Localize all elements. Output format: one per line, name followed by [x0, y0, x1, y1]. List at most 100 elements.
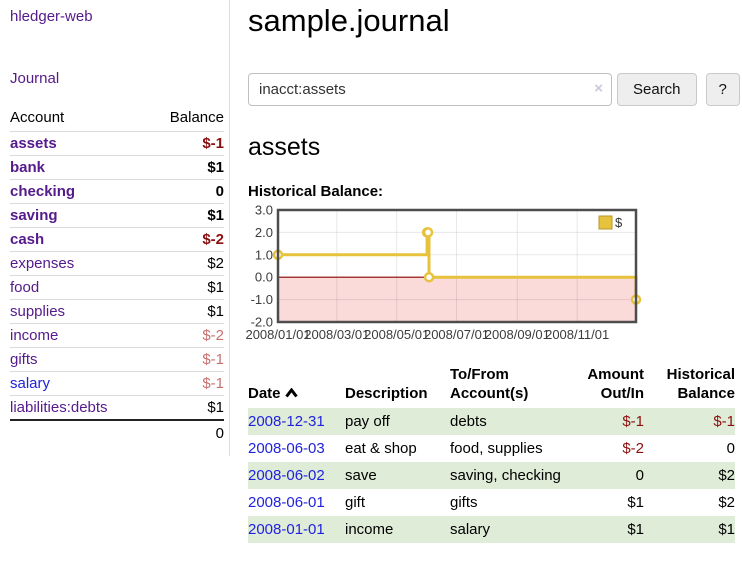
- help-button[interactable]: ?: [705, 73, 740, 106]
- clear-search-icon[interactable]: ×: [594, 80, 603, 97]
- transaction-accounts: saving, checking: [450, 467, 561, 484]
- account-row: liabilities:debts $1: [10, 395, 224, 420]
- account-link-saving[interactable]: saving: [10, 207, 58, 224]
- negative-region: [278, 277, 636, 322]
- data-point-marker: [423, 271, 435, 283]
- column-header-amount[interactable]: Amount Out/In: [587, 366, 644, 402]
- account-link-bank[interactable]: bank: [10, 159, 46, 176]
- transaction-accounts: food, supplies: [450, 440, 543, 457]
- account-row: food $1: [10, 275, 224, 300]
- account-row: bank $1: [10, 155, 224, 180]
- account-balance: $1: [147, 299, 224, 324]
- account-link-income[interactable]: income: [10, 327, 59, 344]
- main-content: sample.journal × Search ? assets Histori…: [230, 0, 740, 543]
- journal-link[interactable]: Journal: [10, 70, 60, 87]
- plot-border: [276, 208, 638, 324]
- register-table: Date Description To/From Account(s) Amou…: [248, 363, 735, 543]
- x-tick-label: 2008/11/01: [545, 327, 609, 342]
- data-point-marker: [422, 227, 434, 238]
- transaction-date-link[interactable]: 2008-06-02: [248, 467, 325, 484]
- transaction-description: pay off: [345, 413, 390, 430]
- account-row: salary $-1: [10, 371, 224, 396]
- account-link-cash[interactable]: cash: [10, 231, 45, 248]
- search-button[interactable]: Search: [617, 73, 697, 106]
- transaction-date-link[interactable]: 2008-01-01: [248, 521, 325, 538]
- transaction-description: eat & shop: [345, 440, 417, 457]
- account-balance: $-2: [147, 323, 224, 348]
- transaction-amount: $1: [627, 494, 644, 511]
- transaction-balance: $2: [718, 467, 735, 484]
- transaction-date-link[interactable]: 2008-12-31: [248, 413, 325, 430]
- transaction-accounts: debts: [450, 413, 487, 430]
- transaction-accounts: gifts: [450, 494, 478, 511]
- account-row: gifts $-1: [10, 347, 224, 372]
- account-link-gifts[interactable]: gifts: [10, 351, 38, 368]
- x-tick-label: 2008/03/01: [304, 327, 369, 342]
- account-balance: $1: [147, 155, 224, 180]
- app-title-link[interactable]: hledger-web: [10, 8, 93, 25]
- account-balance: $1: [147, 395, 224, 420]
- column-header-balance[interactable]: Historical Balance: [666, 366, 735, 402]
- account-link-supplies[interactable]: supplies: [10, 303, 66, 320]
- page-title: sample.journal: [248, 3, 450, 38]
- transaction-row: 2008-06-03 eat & shop food, supplies $-2 0: [248, 435, 735, 462]
- transaction-row: 2008-12-31 pay off debts $-1 $-1: [248, 408, 735, 435]
- account-row: expenses $2: [10, 251, 224, 276]
- account-balance: $-1: [147, 131, 224, 156]
- column-header-description[interactable]: Description: [345, 385, 428, 402]
- search-form: × Search ?: [248, 73, 740, 106]
- x-tick-label: 2008/01/01: [245, 327, 310, 342]
- account-heading: assets: [248, 133, 321, 161]
- historical-balance-chart[interactable]: $3.0 2.0 1.0 0.0 -1.0 -2.0 2008/01/01 2008/03/0…: [245, 203, 740, 346]
- register-header-row: Date Description To/From Account(s) Amou…: [248, 363, 735, 408]
- chart-canvas[interactable]: $3.0 2.0 1.0 0.0 -1.0 -2.02008/01/012008/03/0…: [245, 203, 648, 346]
- account-balance: $-1: [147, 347, 224, 372]
- account-link-liabilities-debts[interactable]: liabilities:debts: [10, 399, 108, 416]
- transaction-amount: $1: [627, 521, 644, 538]
- sort-ascending-icon: [284, 384, 298, 403]
- y-tick-label: -1.0: [251, 292, 273, 307]
- total-balance: 0: [147, 419, 224, 446]
- app-title: hledger-web: [10, 8, 224, 26]
- account-balance: $1: [147, 275, 224, 300]
- transaction-balance: $2: [718, 494, 735, 511]
- account-row: income $-2: [10, 323, 224, 348]
- y-tick-label: 3.0: [255, 203, 273, 218]
- transaction-description: income: [345, 521, 394, 538]
- account-link-food[interactable]: food: [10, 279, 40, 296]
- y-tick-label: 1.0: [255, 247, 273, 262]
- sidebar: hledger-web Journal Account Balance asse…: [0, 0, 230, 456]
- account-link-checking[interactable]: checking: [10, 183, 76, 200]
- transaction-accounts: salary: [450, 521, 491, 538]
- account-balance: $2: [147, 251, 224, 276]
- account-balance: 0: [147, 179, 224, 204]
- chart-label: Historical Balance:: [248, 183, 384, 200]
- transaction-date-link[interactable]: 2008-06-03: [248, 440, 325, 457]
- transaction-description: gift: [345, 494, 366, 511]
- accounts-table: Account Balance assets $-1 bank $1 checking 0…: [10, 105, 224, 446]
- transaction-row: 2008-01-01 income salary $1 $1: [248, 516, 735, 543]
- account-row: checking 0: [10, 179, 224, 204]
- account-balance: $-2: [147, 227, 224, 252]
- account-link-assets[interactable]: assets: [10, 135, 57, 152]
- transaction-row: 2008-06-01 gift gifts $1 $2: [248, 489, 735, 516]
- legend-label: $: [615, 215, 623, 230]
- y-tick-label: -2.0: [251, 315, 273, 330]
- transaction-amount: $-2: [622, 440, 644, 457]
- transaction-balance: $1: [718, 521, 735, 538]
- total-spacer: [10, 419, 148, 446]
- column-header-accounts[interactable]: To/From Account(s): [450, 366, 529, 402]
- account-link-salary[interactable]: salary: [10, 375, 51, 392]
- transaction-amount: 0: [635, 467, 644, 484]
- x-tick-label: 2008/05/01: [364, 327, 429, 342]
- account-link-expenses[interactable]: expenses: [10, 255, 75, 272]
- transaction-balance: 0: [726, 440, 735, 457]
- transaction-date-link[interactable]: 2008-06-01: [248, 494, 325, 511]
- accounts-total-row: 0: [10, 419, 224, 446]
- column-header-date[interactable]: Date: [248, 363, 345, 408]
- x-tick-label: 2008/09/01: [485, 327, 550, 342]
- y-tick-label: 2.0: [255, 225, 273, 240]
- transaction-description: save: [345, 467, 377, 484]
- search-input[interactable]: [248, 73, 612, 106]
- x-tick-label: 2008/07/01: [424, 327, 489, 342]
